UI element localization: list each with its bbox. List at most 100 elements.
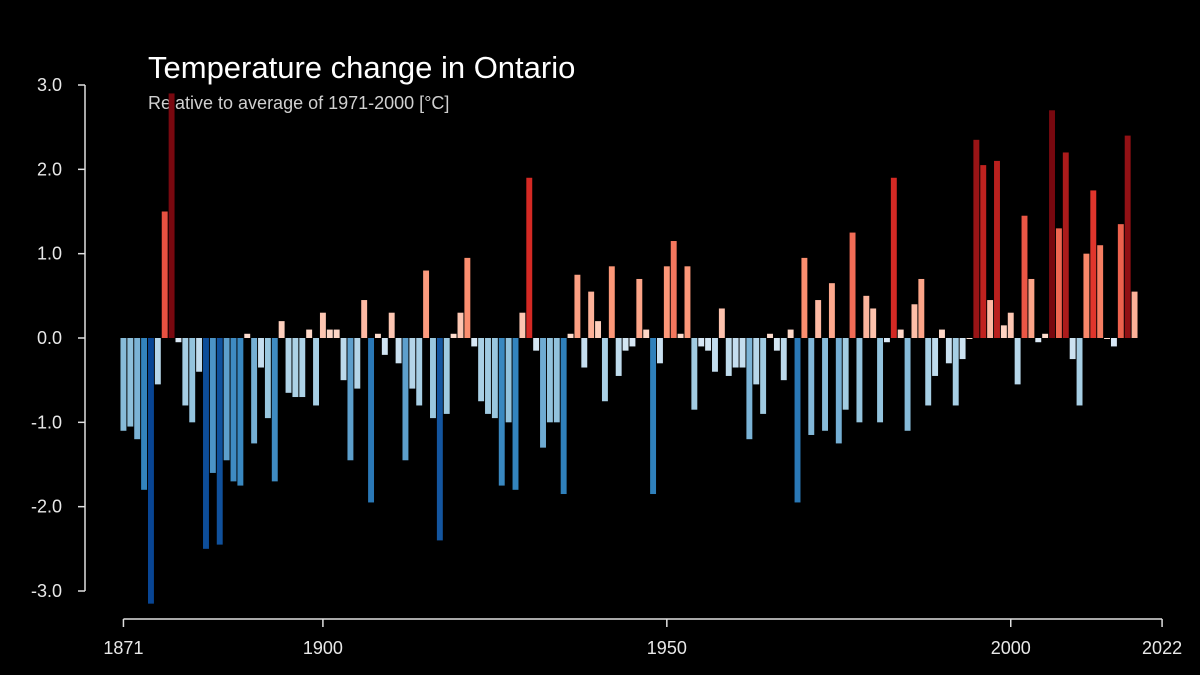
bar-1915: [423, 270, 430, 338]
bar-1988: [925, 338, 932, 406]
y-tick-label: 0.0: [37, 328, 62, 348]
bar-1972: [815, 300, 822, 338]
bar-1898: [306, 329, 313, 338]
y-tick-label: -2.0: [31, 497, 62, 517]
bar-1948: [650, 338, 657, 495]
bar-1943: [615, 338, 622, 376]
x-tick-label: 1950: [647, 638, 687, 658]
bar-1912: [402, 338, 409, 461]
bar-1921: [464, 257, 471, 338]
bar-1974: [828, 283, 835, 338]
y-tick-label: -3.0: [31, 581, 62, 601]
bar-1926: [498, 338, 505, 486]
bar-1909: [381, 338, 388, 355]
bar-1945: [629, 338, 636, 347]
bar-1882: [196, 338, 203, 372]
bar-1979: [863, 295, 870, 338]
bar-1930: [526, 177, 533, 338]
bar-1970: [801, 257, 808, 338]
y-tick-label: 3.0: [37, 75, 62, 95]
bar-1878: [168, 93, 175, 339]
bar-2004: [1035, 338, 1042, 343]
bar-1990: [939, 329, 945, 338]
bar-1932: [540, 338, 546, 448]
bar-1928: [512, 338, 519, 490]
bar-1919: [450, 333, 457, 338]
bar-1874: [141, 338, 148, 490]
bar-1962: [746, 338, 753, 440]
bar-1969: [794, 338, 801, 503]
bar-1954: [691, 338, 698, 410]
bars-group: [120, 93, 1138, 604]
bar-1886: [223, 338, 230, 461]
bar-1966: [773, 338, 780, 351]
bar-1884: [209, 338, 216, 473]
x-tick-label: 1871: [103, 638, 143, 658]
bar-1931: [533, 338, 540, 351]
bar-1986: [911, 304, 918, 338]
bar-1891: [258, 338, 264, 368]
bar-1991: [945, 338, 952, 364]
bar-1895: [285, 338, 292, 393]
bar-1875: [148, 338, 154, 604]
bar-1961: [739, 338, 746, 368]
bar-2013: [1097, 245, 1104, 338]
bar-1899: [313, 338, 319, 406]
bar-1997: [987, 300, 994, 338]
bar-1933: [546, 338, 553, 423]
bar-1914: [416, 338, 423, 406]
bar-1873: [134, 338, 141, 440]
bar-1994: [966, 338, 973, 339]
bar-2001: [1014, 338, 1021, 385]
bar-1989: [932, 338, 939, 376]
bar-1887: [230, 338, 237, 482]
bar-2000: [1007, 312, 1014, 338]
bar-1965: [767, 333, 773, 338]
bar-1872: [127, 338, 134, 427]
y-tick-label: 2.0: [37, 159, 62, 179]
bar-1942: [608, 266, 615, 338]
bar-1892: [264, 338, 271, 419]
bar-1906: [361, 300, 368, 338]
bar-1910: [388, 312, 395, 338]
x-tick-label: 1900: [303, 638, 343, 658]
bar-1951: [670, 241, 677, 338]
bar-1993: [959, 338, 966, 360]
bar-2009: [1069, 338, 1076, 360]
bar-1987: [918, 278, 925, 338]
bar-1998: [994, 160, 1000, 338]
bar-1983: [890, 177, 897, 338]
bar-1916: [430, 338, 436, 419]
bar-1871: [120, 338, 127, 431]
bar-2015: [1110, 338, 1117, 347]
bar-2010: [1076, 338, 1083, 406]
y-tick-label: 1.0: [37, 244, 62, 264]
bar-1888: [237, 338, 244, 486]
chart-title: Temperature change in Ontario: [148, 50, 576, 85]
bar-1958: [718, 308, 725, 338]
bar-1900: [319, 312, 326, 338]
bar-1889: [244, 333, 251, 338]
bar-1996: [980, 165, 987, 338]
bar-1876: [154, 338, 161, 385]
bar-1879: [175, 338, 182, 343]
bar-1901: [326, 329, 333, 338]
bar-1902: [333, 329, 340, 338]
bar-1922: [471, 338, 478, 347]
bar-1883: [203, 338, 209, 549]
bar-1913: [409, 338, 416, 389]
bar-1959: [725, 338, 732, 376]
bar-1957: [712, 338, 718, 372]
bar-1903: [340, 338, 347, 381]
bar-1896: [292, 338, 299, 398]
bar-1956: [705, 338, 712, 351]
bar-2014: [1104, 338, 1111, 339]
bar-1890: [251, 338, 258, 444]
bar-1936: [567, 333, 574, 338]
bar-1924: [485, 338, 491, 414]
bar-1981: [877, 338, 884, 423]
bar-1918: [443, 338, 450, 414]
bar-1897: [299, 338, 306, 398]
bar-1960: [732, 338, 739, 368]
